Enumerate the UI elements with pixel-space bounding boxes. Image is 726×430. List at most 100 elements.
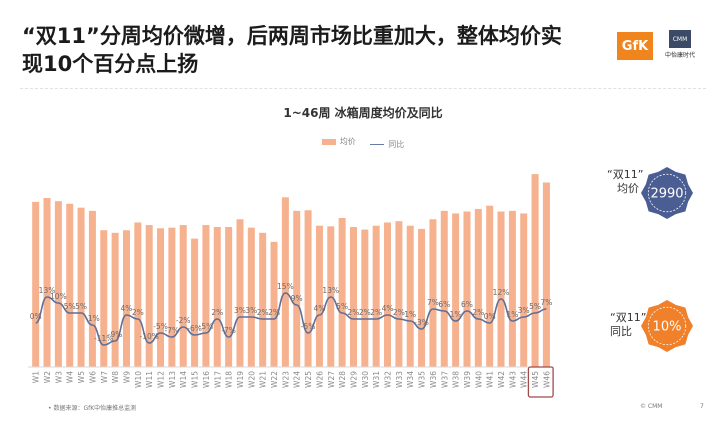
yoy-label-w5: 5% [75,302,87,311]
bar-w36 [429,219,437,367]
bar-w18 [225,227,233,367]
bar-w13 [168,227,176,367]
bar-w6 [88,210,96,367]
x-tick-w21: W21 [259,371,268,388]
x-tick-w29: W29 [349,371,358,388]
legend-label-price: 均价 [339,137,356,146]
x-tick-w20: W20 [247,371,256,388]
x-tick-w35: W35 [418,371,427,388]
bar-w15 [191,238,199,367]
x-tick-w19: W19 [236,371,245,388]
bar-w20 [247,227,255,367]
yoy-label-w20: 3% [245,306,257,315]
bar-w33 [395,221,403,367]
x-tick-w28: W28 [338,371,347,388]
bar-w26 [315,225,323,367]
yoy-label-w17: 2% [211,308,223,317]
cmm-logo: CMM 中怡康时代 [659,30,701,64]
yoy-label-w2: 13% [39,286,56,295]
bar-w30 [361,229,369,367]
yoy-label-w45: 5% [529,302,541,311]
bar-w22 [270,241,278,367]
price-callout-label-line1: “双11” [607,168,644,181]
x-tick-w41: W41 [486,371,495,388]
x-tick-w3: W3 [54,371,63,383]
bar-w42 [497,211,505,367]
bar-w44 [520,213,528,367]
yoy-badge-value: 10% [653,320,682,335]
bar-w35 [418,228,426,367]
yoy-label-w27: 13% [322,286,339,295]
yoy-label-w25: -5% [301,322,316,331]
page-number: 7 [700,403,704,410]
x-tick-w14: W14 [179,371,188,388]
yoy-callout-label-line1: “双11” [610,311,647,324]
yoy-label-w35: -3% [414,318,429,327]
chart-legend: 均价 同比 [0,136,726,150]
yoy-label-w7: -11% [94,334,113,343]
yoy-label-w4: 5% [64,302,76,311]
bar-w17 [213,227,221,367]
yoy-label-w44: 3% [518,306,530,315]
yoy-label-w37: 6% [438,300,450,309]
x-tick-w23: W23 [281,371,290,388]
yoy-label-w24: 9% [291,294,303,303]
x-tick-w44: W44 [520,371,529,388]
x-tick-w39: W39 [463,371,472,388]
yoy-label-w13: -7% [165,326,180,335]
yoy-label-w23: 15% [277,282,294,291]
x-tick-w11: W11 [145,371,154,388]
yoy-label-w31: 2% [370,308,382,317]
x-tick-w22: W22 [270,371,279,388]
yoy-label-w21: 2% [257,308,269,317]
bar-w25 [304,210,312,367]
bar-w9 [122,230,130,367]
bar-w37 [440,210,448,367]
yoy-label-w32: 4% [382,304,394,313]
bar-w14 [179,225,187,367]
yoy-callout-label: “双11” 同比 [610,311,646,339]
x-tick-w16: W16 [202,371,211,388]
x-tick-w34: W34 [406,371,415,388]
yoy-label-w16: -5% [199,322,214,331]
x-tick-w42: W42 [497,371,506,388]
bar-w34 [406,225,414,367]
yoy-line [35,292,547,346]
yoy-label-w30: 2% [359,308,371,317]
bar-w38 [452,213,460,367]
yoy-label-w34: 1% [404,310,416,319]
divider [20,88,706,89]
yoy-label-w43: 1% [506,310,518,319]
legend-label-yoy: 同比 [388,139,405,149]
x-tick-w17: W17 [213,371,222,388]
bar-w40 [474,208,482,367]
bar-w46 [542,182,550,367]
x-tick-w40: W40 [474,371,483,388]
yoy-label-w22: 2% [268,308,280,317]
x-tick-w4: W4 [66,371,75,383]
bar-w12 [157,228,165,367]
legend-item-yoy: 同比 [370,139,404,150]
yoy-label-w38: 1% [450,310,462,319]
x-tick-w9: W9 [122,371,131,383]
yoy-label-w1: 0% [30,312,42,321]
bar-w43 [508,210,516,367]
yoy-label-w9: 4% [121,304,133,313]
bar-w19 [236,219,244,367]
bar-w3 [54,201,62,367]
bar-w28 [338,217,346,367]
yoy-label-w40: 2% [472,308,484,317]
price-badge-ring [647,173,687,213]
x-tick-w27: W27 [327,371,336,388]
data-source-note: • 数据来源：GfK中怡康推总监测 [48,405,137,412]
bar-w1 [32,201,40,367]
cmm-logo-mark: CMM [669,30,691,48]
yoy-label-w46: 7% [540,298,552,307]
price-callout-label: “双11” 均价 [607,168,643,196]
yoy-callout-label-line2: 同比 [610,325,632,338]
bar-w10 [134,222,142,367]
bar-w39 [463,211,471,367]
yoy-label-w6: -1% [85,314,100,323]
yoy-label-w42: 12% [493,288,510,297]
x-tick-w2: W2 [43,371,52,383]
